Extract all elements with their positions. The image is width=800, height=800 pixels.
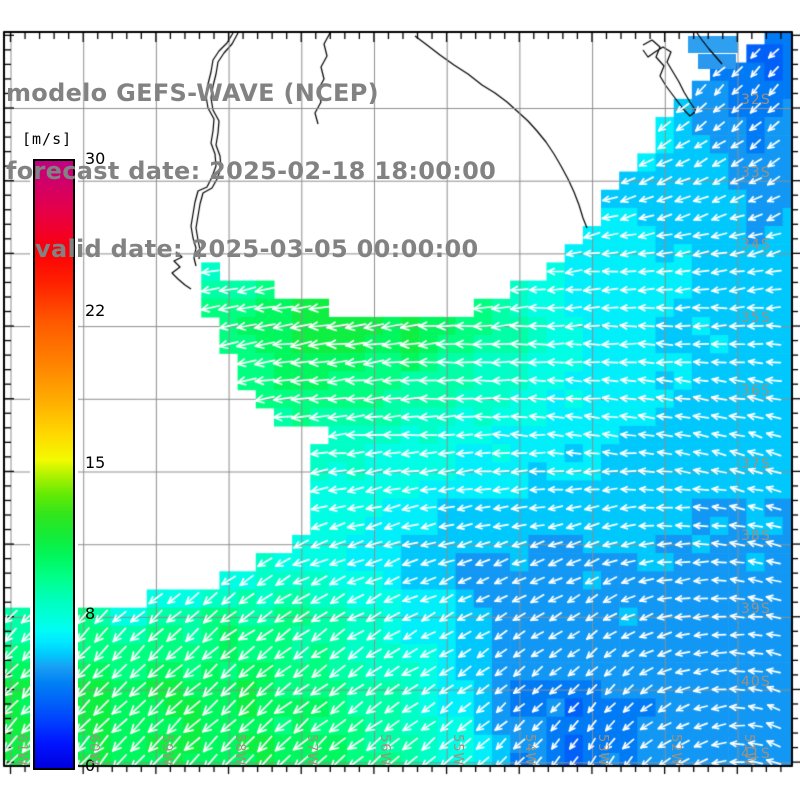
lat-label: 40S <box>741 673 771 690</box>
title-block: modelo GEFS-WAVE (NCEP) forecast date: 2… <box>6 28 496 314</box>
lon-label: 52W <box>667 734 683 767</box>
colorbar-tick-label: 22 <box>85 301 106 320</box>
lon-label: 60W <box>86 734 102 767</box>
lat-label: 35S <box>741 310 771 327</box>
model-title: modelo GEFS-WAVE (NCEP) <box>6 79 379 107</box>
lon-label: 58W <box>231 734 247 767</box>
lon-label: 55W <box>449 734 465 767</box>
colorbar-tick-label: 30 <box>85 149 106 168</box>
valid-date: valid date: 2025-03-05 00:00:00 <box>35 235 479 263</box>
lon-label: 59W <box>158 734 174 767</box>
lon-label: 53W <box>595 734 611 767</box>
lon-label: 54W <box>522 734 538 767</box>
lat-label: 36S <box>741 382 771 399</box>
colorbar-tick-label: 8 <box>85 604 96 623</box>
colorbar-tick-label: 15 <box>85 453 106 472</box>
lon-label: 56W <box>377 734 392 767</box>
lon-label: 51W <box>740 734 756 767</box>
lat-label: 41S <box>741 746 771 763</box>
lat-label: 34S <box>741 237 771 254</box>
lat-label: 33S <box>741 164 771 181</box>
lat-label: 38S <box>741 528 771 545</box>
lat-label: 37S <box>741 455 771 472</box>
lat-label: 32S <box>741 92 771 108</box>
colorbar <box>33 159 75 770</box>
colorbar-tick-label: 0 <box>85 756 96 775</box>
lon-label: 61W <box>13 734 29 767</box>
lon-label: 57W <box>304 734 320 767</box>
colorbar-unit-label: [m/s] <box>22 130 73 148</box>
lat-label: 39S <box>741 600 771 617</box>
forecast-date: forecast date: 2025-02-18 18:00:00 <box>6 157 497 185</box>
